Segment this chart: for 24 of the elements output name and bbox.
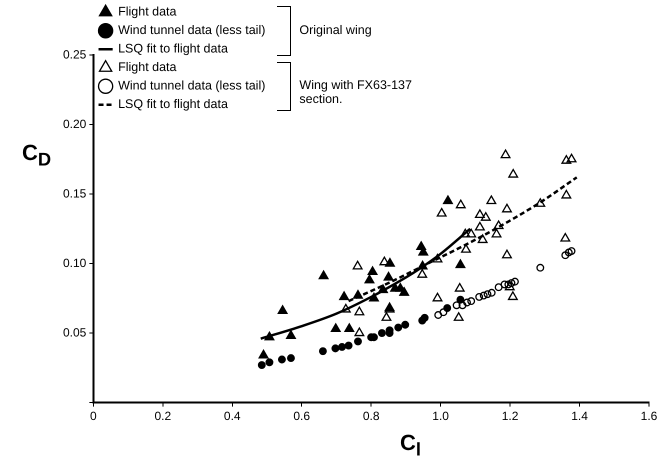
legend-label: Flight data xyxy=(118,4,177,19)
legend-label: LSQ fit to flight data xyxy=(118,42,228,56)
x-tick-label: 0.6 xyxy=(293,409,310,424)
legend-label: Flight data xyxy=(118,60,177,74)
y-axis-title: C$_{D}$ xyxy=(22,140,52,170)
x-tick-label: 1.0 xyxy=(432,409,450,424)
y-tick-label: 0.20 xyxy=(62,116,87,131)
x-axis-title: C$_{l}$ xyxy=(400,430,421,460)
y-tick-label: 0.05 xyxy=(62,325,87,340)
legend-label: Wind tunnel data (less tail) xyxy=(118,78,266,93)
x-tick-label: 1.4 xyxy=(571,409,588,424)
y-tick-label: 0.10 xyxy=(62,256,87,270)
legend-label: LSQ fit to flight data xyxy=(118,97,228,112)
x-tick-label: 0.2 xyxy=(154,409,172,424)
text: Original wing xyxy=(299,22,373,37)
y-tick-label: 0.15 xyxy=(62,186,87,200)
x-tick-label: 0.4 xyxy=(224,409,241,424)
legend-label: Wind tunnel data (less tail) xyxy=(118,23,266,38)
x-tick-label: 1.2 xyxy=(502,409,519,424)
x-tick-label: 1.6 xyxy=(640,409,658,424)
x-tick-label: 0.8 xyxy=(362,409,380,424)
x-tick-label: 0 xyxy=(90,409,98,424)
y-tick-label: 0.25 xyxy=(62,47,87,62)
annotation: Wing with FX63-137 section. xyxy=(299,78,413,106)
